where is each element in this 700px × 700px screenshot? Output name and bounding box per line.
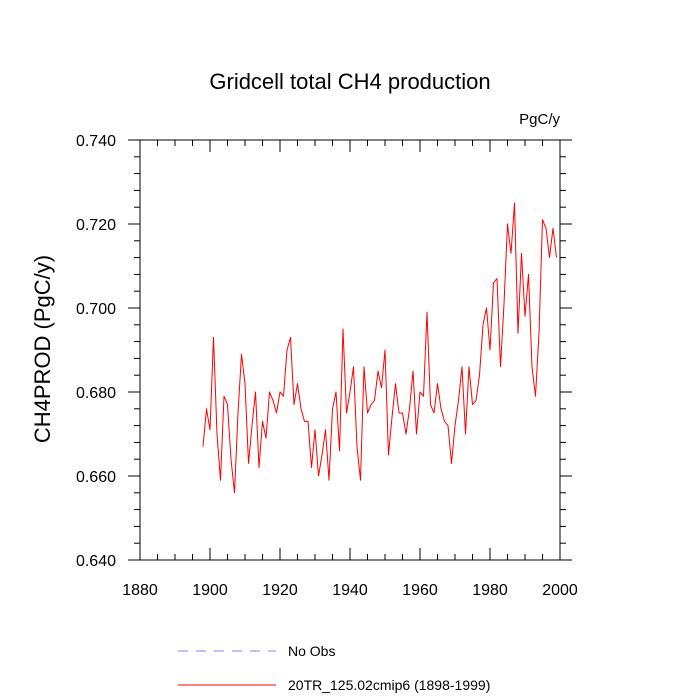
legend: No Obs 20TR_125.02cmip6 (1898-1999) (178, 643, 490, 693)
units-label: PgC/y (519, 111, 560, 128)
y-tick-label: 0.660 (76, 469, 116, 486)
legend-label-no-obs: No Obs (288, 643, 335, 659)
x-tick-label: 1920 (262, 582, 298, 599)
x-axis-ticks (139, 140, 561, 560)
y-tick-label: 0.700 (76, 301, 116, 318)
x-tick-label: 1880 (122, 582, 158, 599)
x-axis-tick-labels: 1880 1900 1920 1940 1960 1980 2000 (122, 582, 578, 599)
x-tick-label: 1940 (332, 582, 368, 599)
x-tick-label: 1960 (402, 582, 438, 599)
plot-frame (139, 139, 561, 561)
series-layer (202, 202, 557, 494)
y-axis-label: CH4PROD (PgC/y) (30, 255, 55, 443)
legend-label-20tr-run: 20TR_125.02cmip6 (1898-1999) (288, 677, 490, 693)
x-tick-label: 2000 (542, 582, 578, 599)
y-tick-label: 0.640 (76, 553, 116, 570)
x-tick-label: 1980 (472, 582, 508, 599)
y-tick-label: 0.680 (76, 385, 116, 402)
chart-title: Gridcell total CH4 production (209, 69, 490, 94)
y-axis-ticks (128, 139, 572, 561)
series-line (202, 202, 557, 494)
x-tick-label: 1900 (192, 582, 228, 599)
y-tick-label: 0.740 (76, 133, 116, 150)
y-tick-label: 0.720 (76, 217, 116, 234)
y-axis-tick-labels: 0.640 0.660 0.680 0.700 0.720 0.740 (76, 133, 116, 570)
